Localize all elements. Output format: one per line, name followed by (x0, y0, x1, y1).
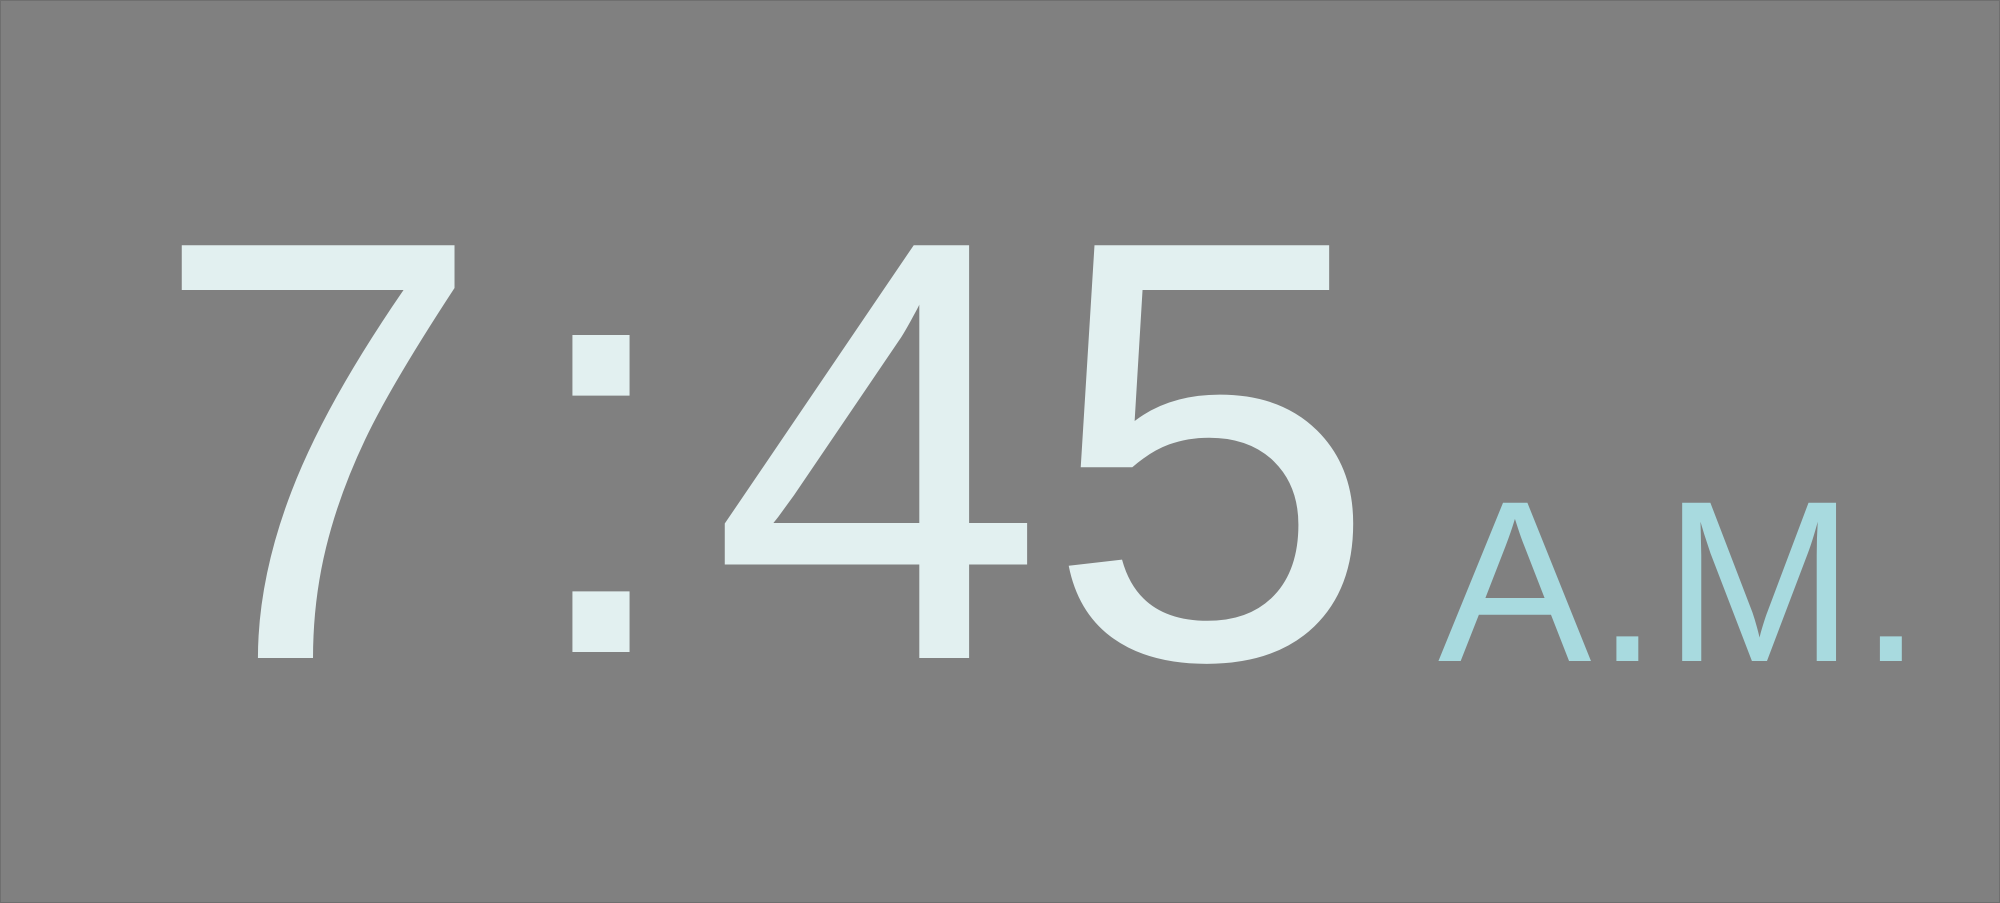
time-display: 7 : 45 (151, 145, 1378, 751)
meridiem-label: A.M. (1438, 453, 1927, 710)
time-separator: : (517, 110, 685, 780)
hour-display: 7 (151, 116, 485, 786)
minutes-display: 45 (711, 116, 1379, 786)
